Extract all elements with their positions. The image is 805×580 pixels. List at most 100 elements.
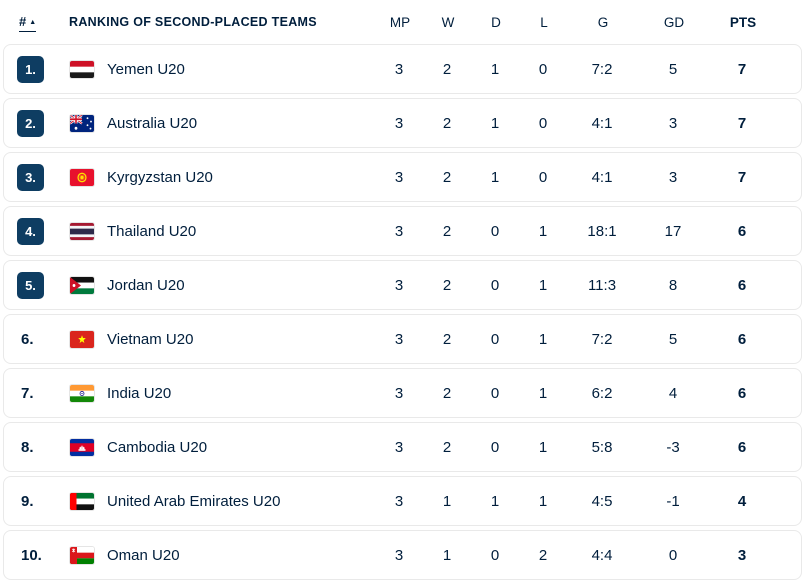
draws: 1: [490, 492, 500, 510]
goal-diff: 17: [664, 222, 682, 240]
oman-flag-icon: [70, 546, 94, 564]
table-row[interactable]: 4. Thailand U20 3 2 0 1 18:1 17 6: [3, 206, 802, 256]
matches-played: 3: [394, 114, 404, 132]
kyrgyzstan-flag-icon: [70, 168, 94, 186]
rank-badge: 1.: [17, 55, 44, 83]
goal-diff: -3: [666, 438, 680, 456]
team-name[interactable]: Vietnam U20: [107, 330, 194, 348]
wins: 2: [442, 222, 452, 240]
matches-played: 3: [394, 438, 404, 456]
rank-badge: 3.: [17, 163, 44, 191]
table-row[interactable]: 1. Yemen U20 3 2 1 0 7:2 5 7: [3, 44, 802, 94]
draws: 0: [490, 438, 500, 456]
losses: 0: [538, 114, 548, 132]
points: 4: [737, 492, 747, 510]
table-row[interactable]: 7. India U20 3 2 0 1 6:2 4 6: [3, 368, 802, 418]
rank-number: 6.: [21, 330, 34, 348]
goal-diff: 3: [668, 114, 678, 132]
goals: 7:2: [591, 60, 613, 78]
team-name[interactable]: Cambodia U20: [107, 438, 208, 456]
draws: 1: [490, 60, 500, 78]
goals: 5:8: [591, 438, 613, 456]
matches-played: 3: [394, 492, 404, 510]
draws: 0: [490, 222, 500, 240]
goals: 4:1: [591, 168, 613, 186]
team-name[interactable]: United Arab Emirates U20: [107, 492, 281, 510]
matches-played: 3: [394, 276, 404, 294]
australia-flag-icon: [70, 114, 94, 132]
points: 6: [737, 276, 747, 294]
points: 6: [737, 438, 747, 456]
rank-number: 10.: [21, 546, 42, 564]
uae-flag-icon: [70, 492, 94, 510]
points: 7: [737, 60, 747, 78]
wins: 2: [442, 384, 452, 402]
team-name[interactable]: Oman U20: [107, 546, 180, 564]
goals: 7:2: [591, 330, 613, 348]
col-header-w: W: [441, 14, 455, 30]
points: 6: [737, 330, 747, 348]
points: 6: [737, 384, 747, 402]
table-row[interactable]: 8. Cambodia U20 3 2 0 1 5:8 -3 6: [3, 422, 802, 472]
losses: 1: [538, 276, 548, 294]
losses: 1: [538, 330, 548, 348]
rank-sort-header[interactable]: # ▲: [11, 13, 67, 32]
goal-diff: 3: [668, 168, 678, 186]
team-name[interactable]: Kyrgyzstan U20: [107, 168, 213, 186]
table-row[interactable]: 6. Vietnam U20 3 2 0 1 7:2 5 6: [3, 314, 802, 364]
rank-number: 7.: [21, 384, 34, 402]
wins: 2: [442, 276, 452, 294]
goals: 4:1: [591, 114, 613, 132]
table-row[interactable]: 5. Jordan U20 3 2 0 1 11:3 8 6: [3, 260, 802, 310]
team-name[interactable]: Yemen U20: [107, 60, 185, 78]
col-header-g: G: [597, 14, 609, 30]
table-row[interactable]: 10. Oman U20 3 1 0 2 4:4 0 3: [3, 530, 802, 580]
draws: 0: [490, 330, 500, 348]
team-name[interactable]: Thailand U20: [107, 222, 197, 240]
rank-number: 9.: [21, 492, 34, 510]
wins: 2: [442, 114, 452, 132]
losses: 1: [538, 384, 548, 402]
wins: 2: [442, 438, 452, 456]
table-row[interactable]: 2. Australia U20 3 2 1 0 4:1 3 7: [3, 98, 802, 148]
draws: 1: [490, 114, 500, 132]
team-name[interactable]: Australia U20: [107, 114, 198, 132]
col-header-d: D: [491, 14, 501, 30]
points: 6: [737, 222, 747, 240]
thailand-flag-icon: [70, 222, 94, 240]
draws: 0: [490, 384, 500, 402]
points: 7: [737, 168, 747, 186]
draws: 0: [490, 546, 500, 564]
yemen-flag-icon: [70, 60, 94, 78]
table-row[interactable]: 9. United Arab Emirates U20 3 1 1 1 4:5 …: [3, 476, 802, 526]
losses: 1: [538, 222, 548, 240]
jordan-flag-icon: [70, 276, 94, 294]
losses: 1: [538, 438, 548, 456]
col-header-l: L: [540, 14, 548, 30]
india-flag-icon: [70, 384, 94, 402]
losses: 0: [538, 168, 548, 186]
team-name[interactable]: Jordan U20: [107, 276, 185, 294]
wins: 1: [442, 492, 452, 510]
goals: 6:2: [591, 384, 613, 402]
matches-played: 3: [394, 546, 404, 564]
wins: 2: [442, 60, 452, 78]
table-title: RANKING OF SECOND-PLACED TEAMS: [69, 15, 317, 29]
wins: 2: [442, 168, 452, 186]
goal-diff: 8: [668, 276, 678, 294]
team-name[interactable]: India U20: [107, 384, 172, 402]
col-header-pts: PTS: [729, 14, 757, 30]
goals: 18:1: [587, 222, 617, 240]
goals: 4:5: [591, 492, 613, 510]
goal-diff: 5: [668, 60, 678, 78]
matches-played: 3: [394, 384, 404, 402]
goal-diff: 5: [668, 330, 678, 348]
goal-diff: 0: [668, 546, 678, 564]
goal-diff: -1: [666, 492, 680, 510]
points: 7: [737, 114, 747, 132]
losses: 0: [538, 60, 548, 78]
goal-diff: 4: [668, 384, 678, 402]
table-row[interactable]: 3. Kyrgyzstan U20 3 2 1 0 4:1 3 7: [3, 152, 802, 202]
cambodia-flag-icon: [70, 438, 94, 456]
